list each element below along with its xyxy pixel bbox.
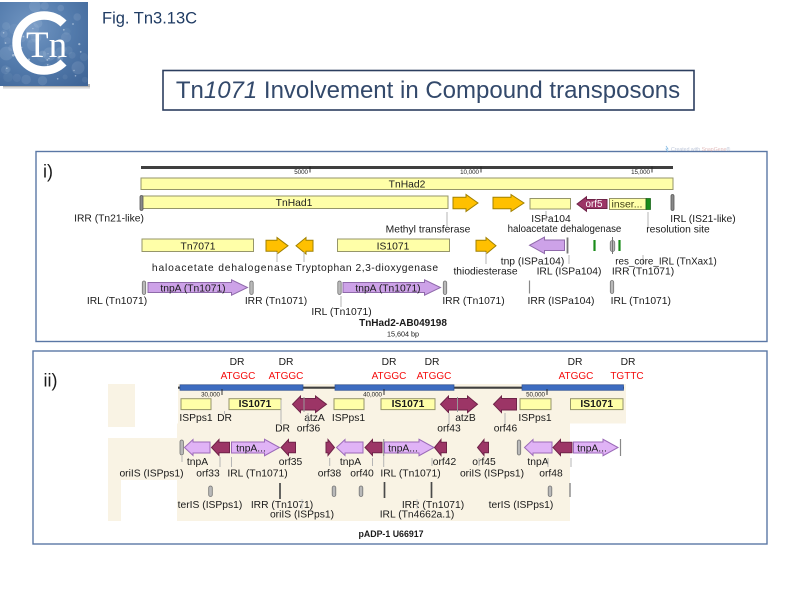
- svg-text:orf40: orf40: [350, 469, 374, 480]
- svg-text:orf35: orf35: [279, 457, 303, 468]
- svg-text:DR: DR: [230, 357, 245, 368]
- svg-text:IRL (Tn1071): IRL (Tn1071): [87, 296, 147, 307]
- svg-text:tnp (ISPa104): tnp (ISPa104): [501, 257, 565, 268]
- svg-text:tnpA: tnpA: [340, 457, 361, 468]
- svg-text:ISPa104: ISPa104: [531, 214, 571, 225]
- svg-text:DR: DR: [217, 413, 232, 424]
- svg-text:IRL (Tn1071): IRL (Tn1071): [311, 307, 371, 318]
- svg-text:10,000: 10,000: [460, 169, 479, 176]
- svg-text:ATGGC: ATGGC: [372, 371, 407, 382]
- svg-text:IRL (Tn1071): IRL (Tn1071): [611, 296, 671, 307]
- svg-text:TnHad2-AB049198: TnHad2-AB049198: [359, 318, 447, 329]
- svg-text:IRR (Tn1071): IRR (Tn1071): [251, 500, 313, 511]
- svg-text:DR: DR: [621, 357, 636, 368]
- svg-text:IRR (Tn1071): IRR (Tn1071): [612, 267, 674, 278]
- svg-text:30,000: 30,000: [201, 392, 220, 399]
- svg-text:Tn7071: Tn7071: [181, 242, 216, 253]
- svg-text:ii): ii): [44, 371, 58, 391]
- svg-text:ATGGC: ATGGC: [559, 371, 594, 382]
- svg-text:5000: 5000: [294, 169, 308, 176]
- svg-text:i): i): [43, 162, 53, 182]
- svg-text:orf46: orf46: [494, 424, 518, 435]
- svg-text:inser...: inser...: [612, 199, 643, 211]
- svg-text:IRR (ISPa104): IRR (ISPa104): [528, 296, 595, 307]
- svg-text:Created with SnapGene®: Created with SnapGene®: [671, 146, 730, 153]
- svg-text:Fig. Tn3.13C: Fig. Tn3.13C: [102, 10, 197, 28]
- svg-text:orf48: orf48: [539, 469, 563, 480]
- svg-text:pADP-1 U66917: pADP-1 U66917: [358, 529, 423, 539]
- svg-text:TnHad1: TnHad1: [276, 198, 313, 209]
- svg-text:15,000: 15,000: [631, 169, 650, 176]
- svg-text:tnpA (Tn1071): tnpA (Tn1071): [355, 284, 420, 295]
- svg-text:ISPps1: ISPps1: [179, 413, 212, 424]
- svg-text:orf33: orf33: [196, 469, 220, 480]
- svg-text:IRR (Tn1071): IRR (Tn1071): [442, 296, 504, 307]
- svg-text:ATGGC: ATGGC: [417, 371, 452, 382]
- svg-text:IS1071: IS1071: [392, 399, 425, 410]
- svg-text:DR: DR: [568, 357, 583, 368]
- svg-text:haloacetate dehalogenase: haloacetate dehalogenase: [152, 263, 293, 274]
- svg-text:orf5: orf5: [586, 199, 603, 210]
- svg-text:40,000: 40,000: [363, 392, 382, 399]
- svg-text:TGTTC: TGTTC: [610, 371, 643, 382]
- svg-text:ISPps1: ISPps1: [332, 413, 365, 424]
- svg-text:atzA: atzA: [304, 413, 325, 424]
- svg-text:TnHad2: TnHad2: [389, 180, 426, 191]
- svg-text:IS1071: IS1071: [580, 399, 613, 410]
- svg-text:Tn1071 Involvement in Compound: Tn1071 Involvement in Compound transposo…: [176, 77, 680, 104]
- svg-text:res_core_IRL (TnXax1): res_core_IRL (TnXax1): [615, 257, 716, 268]
- svg-text:thiodiesterase: thiodiesterase: [453, 267, 517, 278]
- svg-text:resolution site: resolution site: [646, 225, 710, 236]
- svg-text:IRR (Tn1071): IRR (Tn1071): [402, 500, 464, 511]
- svg-text:tnpA...: tnpA...: [236, 444, 266, 455]
- svg-text:orf36: orf36: [297, 424, 321, 435]
- svg-text:orf45: orf45: [472, 457, 496, 468]
- svg-text:tnpA...: tnpA...: [388, 444, 418, 455]
- svg-text:orf42: orf42: [433, 457, 457, 468]
- svg-text:DR: DR: [382, 357, 397, 368]
- svg-text:ATGGC: ATGGC: [221, 371, 256, 382]
- svg-text:haloacetate dehalogenase: haloacetate dehalogenase: [508, 224, 622, 235]
- svg-text:DR: DR: [425, 357, 440, 368]
- svg-text:Tn: Tn: [26, 25, 67, 66]
- svg-text:DR: DR: [275, 424, 290, 435]
- svg-text:IS1071: IS1071: [239, 399, 272, 410]
- svg-text:oriIS (ISPps1): oriIS (ISPps1): [270, 510, 334, 521]
- svg-text:tnpA (Tn1071): tnpA (Tn1071): [160, 284, 225, 295]
- svg-text:50,000: 50,000: [526, 392, 545, 399]
- svg-text:Tryptophan 2,3-dioxygenase: Tryptophan 2,3-dioxygenase: [295, 263, 438, 274]
- svg-text:orf43: orf43: [437, 424, 461, 435]
- svg-text:tnpA: tnpA: [527, 457, 548, 468]
- svg-text:oriIS (ISPps1): oriIS (ISPps1): [460, 469, 524, 480]
- svg-text:IRL (Tn1071): IRL (Tn1071): [227, 469, 287, 480]
- svg-text:tnpA...: tnpA...: [577, 444, 607, 455]
- svg-text:15,604 bp: 15,604 bp: [387, 330, 419, 339]
- svg-text:IRR (Tn1071): IRR (Tn1071): [245, 296, 307, 307]
- svg-text:terIS (ISPps1): terIS (ISPps1): [489, 500, 554, 511]
- svg-text:DR: DR: [279, 357, 294, 368]
- svg-text:oriIS (ISPps1): oriIS (ISPps1): [119, 469, 183, 480]
- svg-text:orf38: orf38: [318, 469, 342, 480]
- svg-text:terIS (ISPps1): terIS (ISPps1): [178, 500, 243, 511]
- svg-text:atzB: atzB: [455, 413, 476, 424]
- svg-text:IS1071: IS1071: [377, 242, 410, 253]
- svg-text:IRL (IS21-like): IRL (IS21-like): [670, 214, 735, 225]
- svg-text:IRL (ISPa104): IRL (ISPa104): [537, 267, 602, 278]
- svg-text:Methyl transferase: Methyl transferase: [386, 225, 471, 236]
- svg-text:ISPps1: ISPps1: [518, 413, 551, 424]
- svg-text:tnpA: tnpA: [187, 457, 208, 468]
- svg-text:IRR (Tn21-like): IRR (Tn21-like): [74, 214, 144, 225]
- svg-text:IRL (Tn4662a.1): IRL (Tn4662a.1): [380, 510, 455, 521]
- svg-text:IRL (Tn1071): IRL (Tn1071): [380, 469, 440, 480]
- svg-text:ATGGC: ATGGC: [269, 371, 304, 382]
